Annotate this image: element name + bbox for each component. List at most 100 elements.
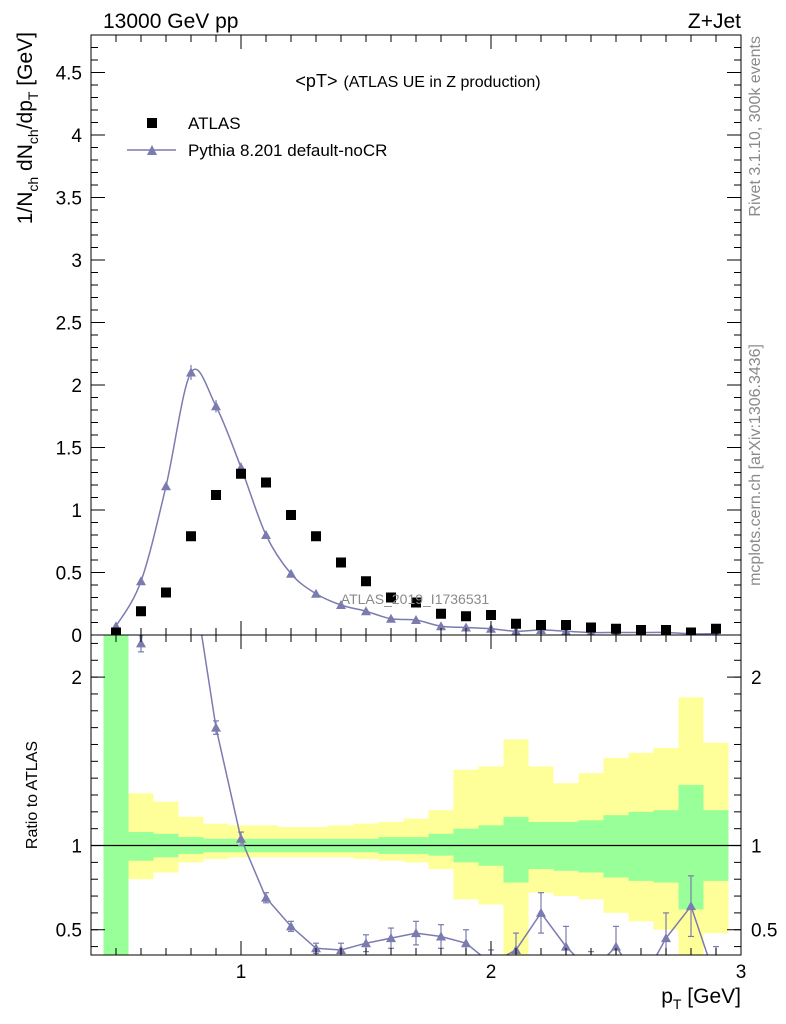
x-tick-label: 3: [736, 962, 747, 983]
xlabel-sub: T: [673, 996, 682, 1012]
ratio-point: [611, 941, 621, 951]
uncertainty-band-inner: [553, 821, 579, 871]
pythia-point: [136, 576, 146, 586]
ratio-point: [436, 931, 446, 941]
y-tick-label-right: 2: [751, 668, 762, 689]
pythia-point: [261, 530, 271, 539]
ratio-point: [236, 833, 246, 843]
ylabel-sub-b: ch: [25, 129, 41, 144]
atlas-data-point: [386, 592, 396, 603]
y-tick-label: 4: [71, 126, 82, 147]
ratio-point: [186, 561, 196, 570]
y-tick-label: 0.5: [56, 564, 82, 585]
uncertainty-band-inner: [653, 810, 679, 883]
ratio-point: [461, 938, 471, 948]
ratio-point: [136, 638, 146, 648]
pythia-point: [311, 588, 321, 598]
ylabel-part-d: [GeV]: [14, 32, 37, 92]
ratio-point: [211, 722, 221, 732]
atlas-data-point: [161, 587, 171, 598]
legend-pythia-marker: [147, 145, 157, 155]
pythia-point: [286, 568, 296, 578]
x-axis-label: pT [GeV]: [661, 985, 741, 1012]
y-tick-label: 0: [71, 626, 82, 647]
ratio-point: [161, 419, 171, 428]
ylabel-part-c: /dp: [14, 100, 37, 129]
ratio-point: [311, 943, 321, 953]
ratio-point: [261, 892, 271, 902]
y-tick-label: 1: [71, 501, 82, 522]
ylabel-part-b: dN: [14, 144, 37, 177]
atlas-data-point: [336, 557, 346, 568]
pythia-point: [461, 622, 471, 632]
legend: ATLAS Pythia 8.201 default-noCR: [127, 114, 387, 160]
uncertainty-band-inner: [503, 816, 529, 883]
analysis-watermark: ATLAS_2019_I1736531: [341, 591, 490, 607]
atlas-data-point: [561, 620, 571, 630]
ratio-point: [636, 979, 646, 988]
main-panel: 0 0.5 1 1.5 2 2.5 3 3.5 4 4.5 <pT> (ATLAS UE in Z …: [56, 34, 742, 647]
y-tick-label: 2.5: [56, 314, 82, 335]
ratio-axes: 1 2 30.5 0.51 12 2: [56, 635, 777, 983]
xlabel-part-a: p: [661, 985, 673, 1008]
atlas-data-point: [536, 620, 546, 630]
y-tick-label: 2: [71, 376, 82, 397]
atlas-data-point: [461, 611, 471, 622]
ratio-point: [111, 419, 121, 428]
pythia-point: [361, 606, 371, 616]
ratio-point: [561, 941, 571, 951]
atlas-data-point: [236, 468, 246, 479]
xlabel-part-b: [GeV]: [681, 985, 741, 1008]
legend-pythia-label: Pythia 8.201 default-noCR: [188, 141, 387, 160]
pythia-point: [211, 401, 221, 411]
process-label: Z+Jet: [688, 10, 741, 33]
ratio-point: [286, 921, 296, 931]
x-tick-label: 2: [486, 962, 497, 983]
ratio-point: [386, 933, 396, 943]
ratio-point: [411, 928, 421, 938]
ratio-point: [536, 907, 546, 917]
ratio-point: [686, 901, 696, 911]
energy-label: 13000 GeV pp: [103, 10, 238, 33]
ylabel-sub-c: T: [25, 91, 41, 100]
atlas-data-point: [261, 477, 271, 488]
y-axis-label-bottom: Ratio to ATLAS: [24, 741, 41, 849]
pythia-point: [386, 613, 396, 623]
pythia-point: [436, 621, 446, 631]
atlas-data-point: [361, 576, 371, 587]
atlas-data-point: [586, 622, 596, 633]
uncertainty-band-inner: [628, 811, 654, 881]
title-rest: (ATLAS UE in Z production): [343, 74, 540, 91]
uncertainty-band-inner: [428, 833, 454, 856]
ratio-point: [711, 975, 721, 984]
legend-atlas-label: ATLAS: [188, 114, 241, 133]
atlas-data-point: [411, 597, 421, 608]
atlas-data-point: [136, 606, 146, 617]
atlas-data-point: [486, 610, 496, 620]
ratio-point: [361, 938, 371, 948]
atlas-data-point: [186, 531, 196, 542]
title-main: <pT>: [295, 71, 337, 91]
y-tick-label: 1: [71, 837, 82, 858]
ratio-plot-area: [91, 419, 741, 988]
atlas-data-point: [311, 531, 321, 542]
pythia-point: [336, 600, 346, 609]
y-axis-label-top: 1/Nch dNch/dpT [GeV]: [14, 32, 41, 224]
pythia-point: [411, 615, 421, 624]
mcplots-label: mcplots.cern.ch [arXiv:1306.3436]: [747, 344, 764, 586]
atlas-data-point: [436, 608, 446, 619]
pythia-point: [161, 481, 171, 491]
ylabel-part-a: 1/N: [14, 192, 37, 225]
uncertainty-band-inner: [603, 815, 629, 878]
y-tick-label: 3.5: [56, 189, 82, 210]
x-tick-label: 1: [236, 962, 247, 983]
ratio-panel: 1 2 30.5 0.51 12 2: [56, 419, 777, 988]
pythia-point: [186, 367, 196, 377]
atlas-data-point: [211, 490, 221, 500]
ratio-point: [586, 967, 596, 976]
uncertainty-band-inner: [103, 635, 129, 955]
y-tick-label-right: 0.5: [751, 921, 777, 942]
main-axes: 0 0.5 1 1.5 2 2.5 3 3.5 4 4.5: [56, 34, 742, 647]
ratio-point: [661, 933, 671, 943]
